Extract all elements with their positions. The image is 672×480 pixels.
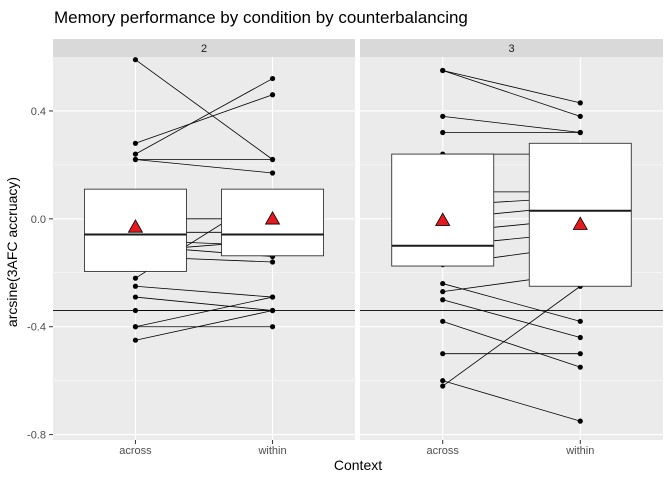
x-tick-label: across <box>119 445 152 457</box>
y-axis: 0.4 0.0 -0.4 -0.8 <box>27 106 53 442</box>
facet-panel-2: 2 <box>53 39 355 440</box>
y-tick-label: 0.0 <box>31 214 46 226</box>
box-within <box>528 142 632 287</box>
data-point <box>132 156 139 163</box>
subject-pair-line <box>442 70 581 117</box>
data-point <box>577 100 583 106</box>
data-point <box>269 156 276 163</box>
x-axis-title: Context <box>334 457 382 473</box>
subject-pair-line <box>135 159 273 174</box>
facet-strip <box>53 39 355 57</box>
subject-pair-line <box>135 296 273 328</box>
data-point <box>132 140 139 146</box>
subject-pair-line <box>442 299 581 338</box>
data-point <box>440 318 446 324</box>
subject-pair-line <box>135 78 273 155</box>
data-point <box>132 283 139 289</box>
chart-title: Memory performance by condition by count… <box>54 8 468 27</box>
facet-strip <box>360 39 663 57</box>
data-point <box>132 294 139 300</box>
subject-pair-line <box>442 380 581 422</box>
data-point <box>440 67 446 74</box>
data-point <box>440 289 446 295</box>
subject-pair-line <box>442 285 581 387</box>
mean-marker <box>264 211 281 225</box>
subject-pair-line <box>442 115 581 133</box>
subject-pair-line <box>135 59 273 160</box>
data-point <box>132 337 139 343</box>
data-point <box>577 364 583 370</box>
data-point <box>440 113 446 119</box>
data-point <box>577 318 583 324</box>
subject-pair-line <box>135 94 273 144</box>
data-point <box>440 378 446 384</box>
subject-pair-line <box>135 310 273 341</box>
facet-strip-label: 3 <box>508 43 514 55</box>
data-point <box>577 129 583 136</box>
x-axis: across within across within <box>119 440 594 457</box>
data-point <box>269 170 276 176</box>
y-axis-title: arcsine(3AFC accruacy) <box>4 177 20 327</box>
x-tick-label: within <box>565 445 594 457</box>
y-tick-label: -0.8 <box>27 430 46 442</box>
data-point <box>132 324 139 330</box>
data-point <box>440 129 446 136</box>
data-point <box>269 324 276 330</box>
data-point <box>269 307 276 314</box>
data-point <box>132 151 139 157</box>
facet-panel-3: 3 <box>360 39 663 440</box>
data-point <box>269 259 276 265</box>
y-tick-label: 0.4 <box>31 106 46 118</box>
data-point <box>577 351 583 357</box>
data-point <box>440 351 446 357</box>
box-across <box>391 153 495 267</box>
x-tick-label: within <box>257 445 286 457</box>
subject-pair-line <box>442 283 581 322</box>
subject-pair-line <box>442 70 581 104</box>
data-point <box>577 113 583 119</box>
facet-strip-label: 2 <box>201 43 207 55</box>
data-point <box>132 275 139 281</box>
data-point <box>577 334 583 341</box>
data-point <box>269 92 276 98</box>
data-point <box>132 307 139 314</box>
data-point <box>440 280 446 287</box>
data-point <box>269 294 276 300</box>
data-point <box>577 418 583 424</box>
x-tick-label: across <box>427 445 460 457</box>
data-point <box>440 297 446 303</box>
y-tick-label: -0.4 <box>27 322 46 334</box>
subject-pair-line <box>135 296 273 311</box>
subject-pair-line <box>442 320 581 368</box>
data-point <box>132 57 139 63</box>
mean-marker <box>435 212 451 226</box>
data-point <box>440 383 446 389</box>
data-point <box>269 75 276 82</box>
mean-marker <box>572 216 588 230</box>
mean-marker <box>127 219 144 233</box>
subject-pair-line <box>135 285 273 298</box>
